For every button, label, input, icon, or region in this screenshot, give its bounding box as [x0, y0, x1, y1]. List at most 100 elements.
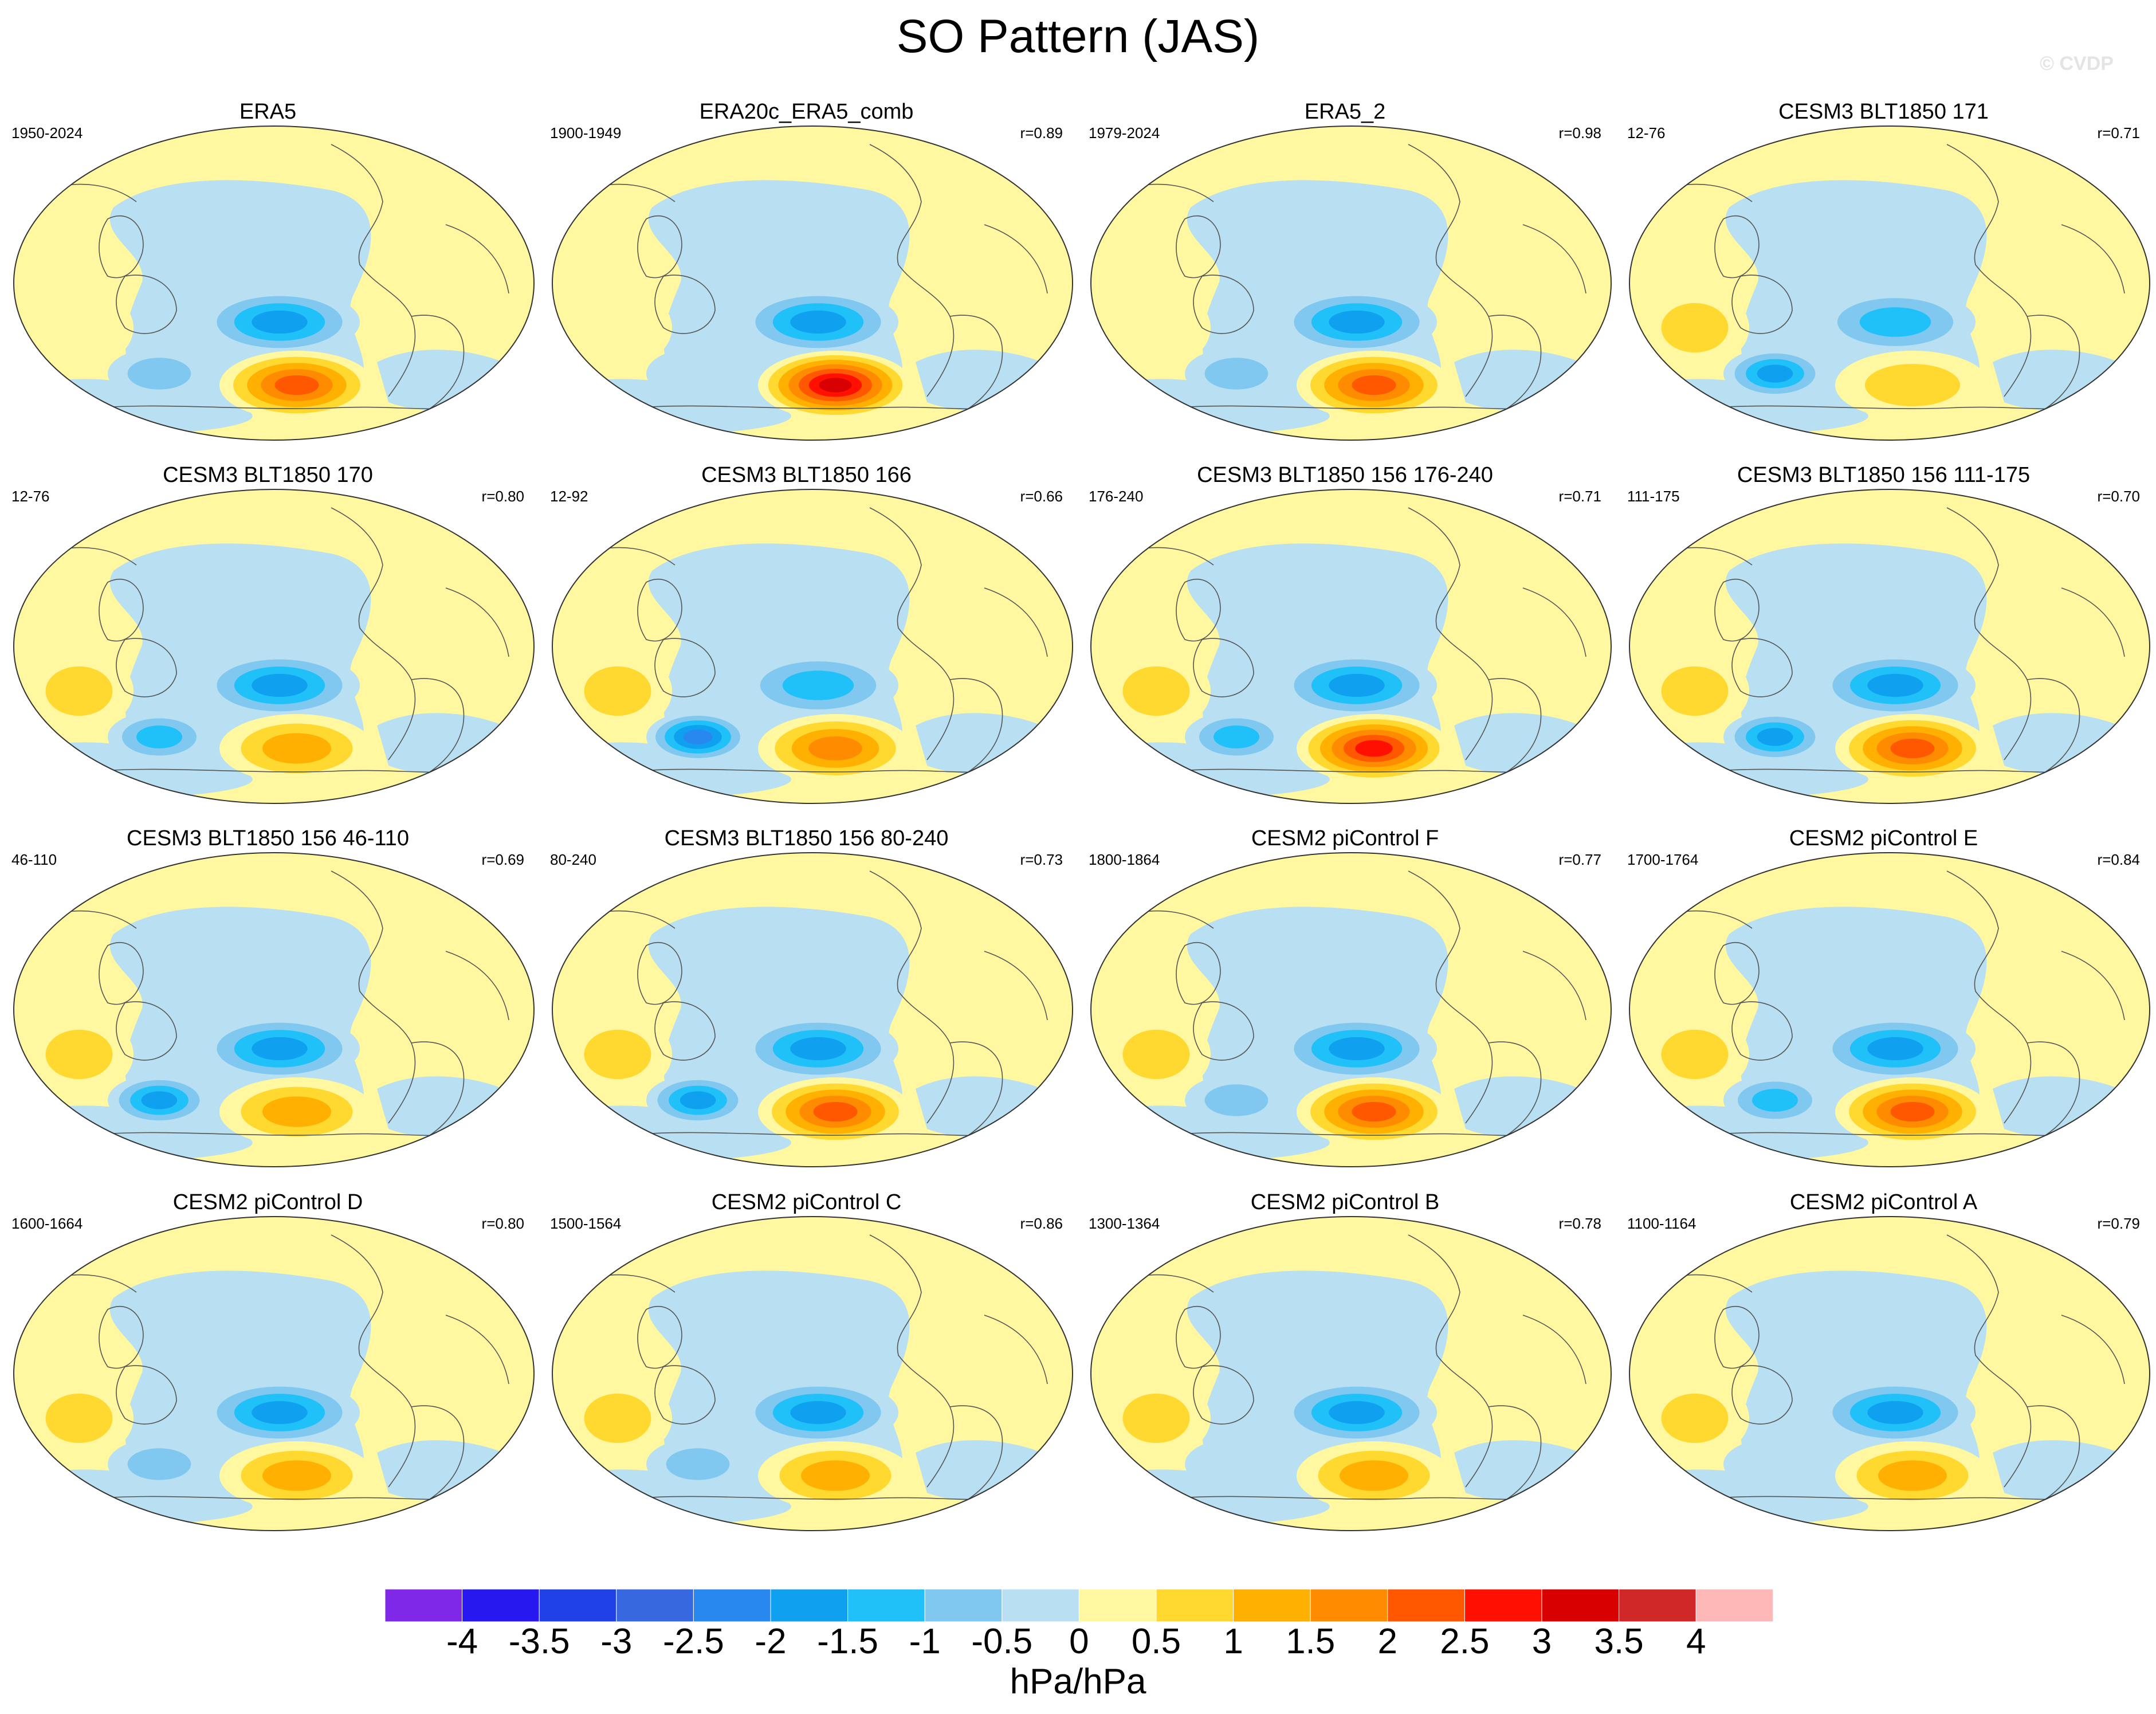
pacific-negative-center — [738, 1379, 898, 1446]
panel-year-range: 12-76 — [1627, 124, 1666, 142]
panel-pattern-correlation: r=0.86 — [1020, 1215, 1063, 1232]
southern-negative-center — [1723, 348, 1827, 399]
americas-coastline — [331, 870, 416, 1124]
south-pacific-positive-center — [758, 714, 913, 783]
panel-title: ERA5 — [239, 100, 297, 124]
map-panel: CESM2 piControl E 1700-1764 r=0.84 — [1616, 825, 2151, 1183]
south-pacific-positive-center — [1835, 1077, 1990, 1146]
southern-negative-center — [1723, 711, 1827, 763]
global-map — [1629, 1216, 2150, 1531]
colorbar-tick-label: 1.5 — [1286, 1622, 1336, 1661]
panel-title: CESM3 BLT1850 156 80-240 — [664, 826, 949, 850]
map-border — [552, 852, 1073, 1167]
south-america-coastline — [949, 315, 1003, 420]
southern-negative-center — [646, 348, 749, 399]
indian-ocean-positive-center — [25, 1378, 133, 1458]
colorbar-tick-label: 0 — [1069, 1622, 1089, 1661]
coastlines — [1121, 507, 1586, 783]
map-panel: CESM3 BLT1850 170 12-76 r=0.80 — [0, 462, 536, 820]
australia-coastline — [1193, 274, 1254, 334]
africa-coastline — [1522, 951, 1586, 1021]
global-map — [1090, 125, 1612, 441]
australia-coastline — [654, 274, 716, 334]
map-border — [552, 125, 1073, 441]
coastlines — [583, 507, 1048, 783]
colorbar-box — [462, 1589, 540, 1622]
panel-pattern-correlation: r=0.71 — [1558, 488, 1601, 505]
australia-coastline — [1731, 274, 1793, 334]
pacific-negative-center — [199, 289, 360, 355]
south-atlantic-negative-region — [377, 1076, 526, 1137]
south-atlantic-negative-region — [1993, 1076, 2142, 1137]
south-pacific-positive-center — [219, 351, 374, 419]
global-map — [1090, 1216, 1612, 1531]
panel-title: CESM2 piControl A — [1789, 1190, 1978, 1214]
pacific-negative-center — [1277, 1379, 1437, 1446]
south-atlantic-negative-region — [377, 1440, 526, 1501]
south-pacific-positive-center — [1835, 1441, 1990, 1510]
global-map — [13, 125, 535, 441]
south-atlantic-negative-region — [916, 350, 1065, 410]
colorbar-box — [1695, 1589, 1774, 1622]
australia-coastline — [1731, 1365, 1793, 1425]
coastlines — [1660, 1234, 2125, 1511]
south-pacific-positive-center — [758, 1441, 913, 1510]
panel-title: CESM2 piControl F — [1251, 826, 1439, 850]
maritime-continent-coastline — [1714, 1305, 1760, 1369]
colorbar-tick-label: 2.5 — [1440, 1622, 1490, 1661]
indian-ocean-positive-center — [25, 288, 133, 368]
maritime-continent-coastline — [99, 942, 144, 1005]
africa-coastline — [2061, 587, 2125, 657]
map-border — [1090, 852, 1612, 1167]
panel-year-range: 1500-1564 — [550, 1215, 622, 1232]
south-america-coastline — [411, 1405, 465, 1511]
south-america-coastline — [1488, 1405, 1542, 1511]
indian-ocean-positive-center — [1640, 1014, 1749, 1095]
africa-coastline — [1522, 587, 1586, 657]
panel-year-range: 12-92 — [550, 488, 588, 505]
panel-pattern-correlation: r=0.78 — [1558, 1215, 1601, 1232]
southern-negative-center — [108, 348, 211, 399]
americas-coastline — [331, 1234, 416, 1488]
map-panel: CESM2 piControl D 1600-1664 r=0.80 — [0, 1189, 536, 1547]
southern-negative-center — [646, 1074, 749, 1126]
map-panel: CESM3 BLT1850 156 46-110 46-110 r=0.69 — [0, 825, 536, 1183]
africa-coastline — [1522, 224, 1586, 294]
colorbar-tick-label: -2.5 — [662, 1622, 724, 1661]
map-border — [13, 1216, 535, 1531]
panel-pattern-correlation: r=0.80 — [481, 488, 524, 505]
pacific-negative-center — [738, 289, 898, 355]
panel-year-range: 1979-2024 — [1089, 124, 1160, 142]
australia-coastline — [1193, 1001, 1254, 1061]
colorbar-box — [1078, 1589, 1157, 1622]
americas-coastline — [869, 144, 955, 397]
indian-ocean-positive-center — [1102, 651, 1211, 731]
coastlines — [1660, 870, 2125, 1147]
antarctica-coastline — [1173, 1496, 1535, 1500]
southern-negative-center — [1185, 348, 1288, 399]
pacific-negative-center — [1815, 1379, 1976, 1446]
colorbar-box — [847, 1589, 925, 1622]
antarctica-coastline — [1711, 1496, 2073, 1500]
antarctica-coastline — [634, 405, 996, 410]
map-border — [13, 489, 535, 804]
panel-title: ERA5_2 — [1304, 100, 1386, 124]
global-map — [1629, 489, 2150, 804]
south-atlantic-negative-region — [916, 1076, 1065, 1137]
africa-coastline — [445, 951, 509, 1021]
indian-ocean-positive-center — [563, 651, 672, 731]
africa-coastline — [445, 587, 509, 657]
panel-year-range: 176-240 — [1089, 488, 1144, 505]
americas-coastline — [869, 1234, 955, 1488]
south-america-coastline — [411, 678, 465, 783]
colorbar-tick-label: -1.5 — [817, 1622, 879, 1661]
pacific-negative-center — [1277, 289, 1437, 355]
americas-coastline — [1946, 507, 2032, 760]
southern-negative-center — [1185, 1074, 1288, 1126]
south-america-coastline — [2027, 1041, 2080, 1147]
panel-title: CESM2 piControl D — [172, 1190, 363, 1214]
antarctica-coastline — [96, 1496, 458, 1500]
colorbar-tick-label: 3 — [1531, 1622, 1552, 1661]
africa-coastline — [2061, 224, 2125, 294]
antarctica-coastline — [1173, 1132, 1535, 1136]
